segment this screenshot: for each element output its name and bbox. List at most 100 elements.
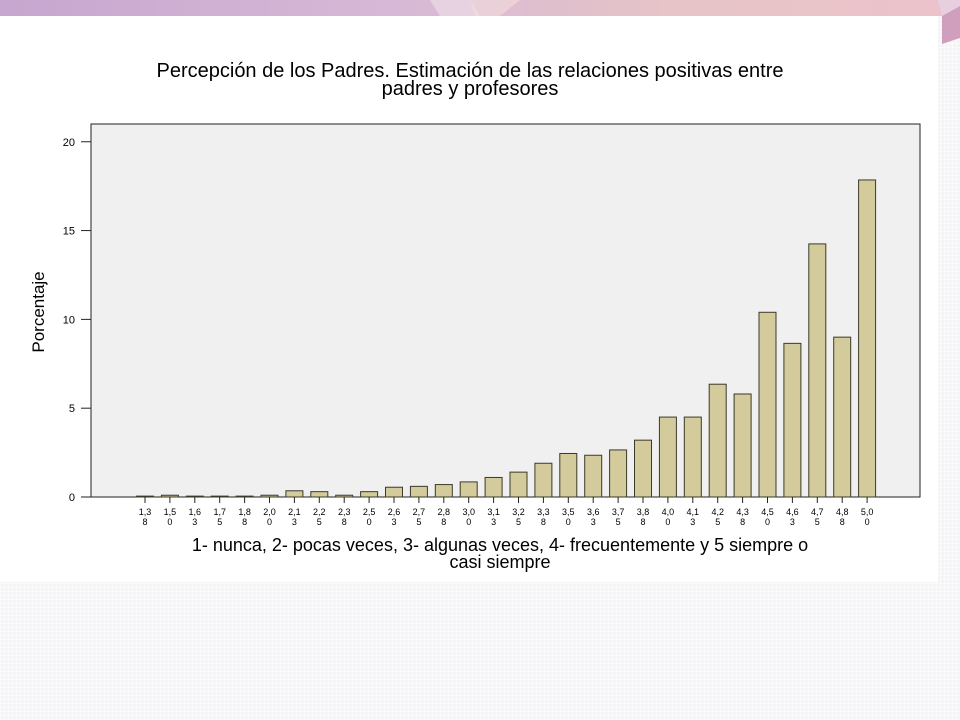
x-tick-label-bottom: 3 [591,517,596,527]
x-tick-label-top: 4,3 [736,507,749,517]
bar [833,336,852,498]
x-tick-label-top: 4,0 [662,507,675,517]
x-tick-label-top: 2,8 [438,507,451,517]
chart-title-line-2: padres y profesores [382,78,559,100]
x-tick-label-bottom: 5 [217,517,222,527]
x-tick-label-top: 3,0 [462,507,475,517]
bar [733,393,752,498]
x-tick-label-top: 2,3 [338,507,351,517]
x-tick-label-bottom: 0 [267,517,272,527]
chart-title-line-1: Percepción de los Padres. Estimación de … [157,60,784,82]
y-tick-label: 10 [63,314,75,326]
x-tick-label-top: 4,6 [786,507,799,517]
x-tick-label-top: 2,2 [313,507,326,517]
x-tick-label-bottom: 3 [790,517,795,527]
y-tick-label: 0 [69,492,75,504]
x-tick-label-bottom: 8 [142,517,147,527]
bar [534,462,553,498]
x-tick-label-bottom: 3 [192,517,197,527]
x-tick-label-bottom: 8 [640,517,645,527]
bar [434,484,453,498]
bar [310,491,329,498]
x-tick-label-bottom: 3 [690,517,695,527]
x-tick-label-bottom: 0 [865,517,870,527]
bar [634,439,652,498]
y-axis-label: Porcentaje [29,271,48,352]
top-decorative-band [0,0,960,16]
x-tick-label-top: 4,2 [711,507,724,517]
x-tick-label-bottom: 5 [815,517,820,527]
x-tick-label-top: 1,5 [164,507,177,517]
x-tick-label-top: 3,1 [487,507,500,517]
y-tick-label: 5 [69,403,75,415]
bar [210,495,229,498]
x-tick-label-top: 3,8 [637,507,650,517]
x-tick-label-bottom: 5 [317,517,322,527]
x-tick-label-bottom: 8 [441,517,446,527]
x-tick-label-bottom: 0 [566,517,571,527]
bar [509,471,528,498]
y-tick-label: 15 [63,226,75,238]
x-tick-label-top: 4,7 [811,507,824,517]
bar [683,416,702,498]
bar [160,494,179,498]
x-tick-label-bottom: 5 [715,517,720,527]
x-tick-label-bottom: 0 [167,517,172,527]
x-tick-label-top: 2,1 [288,507,301,517]
x-axis-tick-labels: 1,381,501,631,751,882,002,132,252,382,50… [139,497,874,527]
bar [235,495,254,498]
x-tick-label-top: 5,0 [861,507,874,517]
bar [185,495,204,498]
x-tick-label-bottom: 5 [516,517,521,527]
y-tick-label: 20 [63,137,75,149]
bar [609,449,628,498]
x-tick-label-top: 1,8 [238,507,251,517]
x-tick-label-top: 2,6 [388,507,401,517]
x-tick-label-bottom: 0 [367,517,372,527]
x-tick-label-top: 4,1 [687,507,700,517]
plot-area [90,123,921,498]
x-tick-label-bottom: 0 [765,517,770,527]
bar [584,454,603,498]
bar [385,486,403,498]
x-tick-label-top: 3,6 [587,507,600,517]
x-tick-label-top: 4,8 [836,507,849,517]
y-axis: 0 5 10 15 20 [63,137,91,504]
x-tick-label-bottom: 3 [292,517,297,527]
x-tick-label-bottom: 8 [740,517,745,527]
x-tick-label-bottom: 0 [466,517,471,527]
bar [858,179,877,498]
bar [459,481,478,498]
bar [783,342,802,498]
x-tick-label-top: 3,3 [537,507,550,517]
x-tick-label-top: 4,5 [761,507,774,517]
x-tick-label-bottom: 8 [242,517,247,527]
x-tick-label-bottom: 5 [416,517,421,527]
x-tick-label-bottom: 8 [840,517,845,527]
right-decorative-accent [938,0,960,44]
x-tick-label-top: 2,5 [363,507,376,517]
bar [409,485,428,498]
x-tick-label-top: 1,7 [213,507,226,517]
bar [360,491,379,498]
x-tick-label-top: 2,0 [263,507,276,517]
x-tick-label-bottom: 8 [541,517,546,527]
x-tick-label-top: 1,3 [139,507,152,517]
bar [136,495,154,498]
x-tick-label-bottom: 5 [616,517,621,527]
x-tick-label-top: 3,5 [562,507,575,517]
bar [708,383,727,498]
bar [658,416,677,498]
x-axis-label-line-1: 1- nunca, 2- pocas veces, 3- algunas vec… [192,535,808,555]
bar [559,452,578,498]
x-tick-label-top: 1,6 [189,507,202,517]
x-tick-label-top: 2,7 [413,507,426,517]
bar [335,494,354,498]
bar [484,476,503,498]
bar [808,243,827,498]
x-tick-label-top: 3,7 [612,507,625,517]
x-tick-label-bottom: 3 [491,517,496,527]
x-tick-label-bottom: 8 [342,517,347,527]
bar [285,490,304,498]
